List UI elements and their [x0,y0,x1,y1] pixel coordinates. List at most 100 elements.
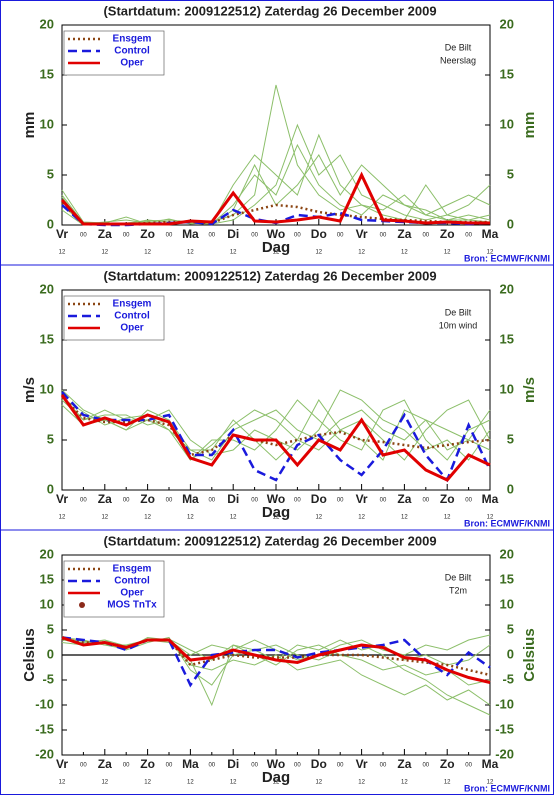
x-tick-label: Zo [140,492,155,506]
y2-axis-label: Celsius [521,628,538,681]
x-tick-label: Ma [482,227,499,241]
x-minor-label: 00 [465,498,472,504]
y-tick-label: 20 [40,546,54,561]
x-tick-sublabel: 12 [273,250,280,256]
x-minor-label: 00 [251,233,258,239]
x-tick-sublabel: 12 [487,515,494,521]
series-line [60,171,490,226]
y2-tick-label: 10 [500,116,514,131]
annotation: Neerslag [440,55,476,65]
y-axis-label: Celsius [21,628,38,681]
x-tick-sublabel: 12 [315,515,322,521]
y-tick-label: 10 [40,116,54,131]
x-tick-sublabel: 12 [101,250,108,256]
x-minor-label: 00 [123,233,130,239]
x-tick-sublabel: 12 [273,515,280,521]
x-minor-label: 00 [251,498,258,504]
y-tick-label: 15 [40,331,54,346]
x-minor-label: 00 [294,498,301,504]
annotation: De Bilt [445,572,472,582]
x-tick-label: Zo [440,227,455,241]
ensemble-member [61,394,491,461]
y-tick-label: -10 [35,696,54,711]
x-minor-label: 00 [465,763,472,769]
x-tick-sublabel: 12 [230,515,237,521]
x-minor-label: 00 [123,498,130,504]
x-tick-label: Wo [267,757,285,771]
x-tick-label: Vr [56,227,68,241]
x-tick-label: Za [98,757,112,771]
legend-label: Ensgem [113,564,152,575]
x-tick-sublabel: 12 [273,780,280,786]
x-tick-label: Wo [267,227,285,241]
y2-axis-label: mm [521,112,538,139]
y2-tick-label: 15 [500,331,514,346]
series-line [61,391,492,483]
x-minor-label: 00 [422,498,429,504]
ensemble-member [61,389,491,461]
chart-title: (Startdatum: 2009122512) Zaterdag 26 Dec… [103,533,436,548]
x-tick-label: Di [227,492,239,506]
x-tick-label: Vr [56,492,68,506]
x-axis-label: Dag [262,769,290,786]
x-tick-sublabel: 12 [187,780,194,786]
x-tick-sublabel: 12 [444,515,451,521]
series-line [60,394,491,482]
x-minor-label: 00 [380,763,387,769]
x-tick-label: Vr [356,492,368,506]
source: Bron: ECMWF/KNMI [464,253,550,263]
y-axis-label: mm [21,112,38,139]
chart-title: (Startdatum: 2009122512) Zaterdag 26 Dec… [103,3,436,18]
y-tick-label: 0 [47,646,54,661]
legend-label: Oper [120,588,143,599]
x-minor-label: 00 [80,233,87,239]
x-tick-label: Za [98,227,112,241]
x-tick-sublabel: 12 [315,250,322,256]
x-tick-sublabel: 12 [358,515,365,521]
y2-tick-label: -20 [495,746,514,761]
y2-tick-label: 0 [507,216,514,231]
ensemble-member [61,84,491,225]
y-tick-label: -5 [42,671,54,686]
legend-label: MOS TnTx [107,600,157,611]
x-tick-sublabel: 12 [59,250,66,256]
annotation: T2m [449,585,467,595]
x-minor-label: 00 [166,233,173,239]
x-minor-label: 00 [208,498,215,504]
x-tick-label: Zo [440,492,455,506]
x-tick-sublabel: 12 [59,780,66,786]
legend-label: Ensgem [113,299,152,310]
x-minor-label: 00 [422,233,429,239]
x-minor-label: 00 [337,763,344,769]
x-minor-label: 00 [337,233,344,239]
y-tick-label: 10 [40,596,54,611]
x-tick-sublabel: 12 [315,780,322,786]
x-tick-label: Ma [182,757,199,771]
x-tick-sublabel: 12 [358,250,365,256]
series-line [61,202,490,226]
y-tick-label: 10 [40,381,54,396]
y2-tick-label: 5 [507,431,514,446]
source: Bron: ECMWF/KNMI [464,518,550,528]
x-tick-sublabel: 12 [144,515,151,521]
annotation: De Bilt [445,42,472,52]
x-tick-sublabel: 12 [59,515,66,521]
x-tick-label: Vr [56,757,68,771]
y2-tick-label: 5 [507,166,514,181]
y-tick-label: 5 [47,431,54,446]
x-tick-label: Za [98,492,112,506]
x-minor-label: 00 [337,498,344,504]
x-tick-sublabel: 12 [101,515,108,521]
x-tick-label: Vr [356,227,368,241]
y-tick-label: 5 [47,166,54,181]
x-tick-sublabel: 12 [144,780,151,786]
x-tick-sublabel: 12 [101,780,108,786]
x-tick-label: Wo [267,492,285,506]
x-minor-label: 00 [80,763,87,769]
x-tick-label: Ma [482,492,499,506]
x-tick-label: Di [227,757,239,771]
legend-label: Control [114,576,150,587]
legend-box [63,295,165,341]
x-minor-label: 00 [208,233,215,239]
